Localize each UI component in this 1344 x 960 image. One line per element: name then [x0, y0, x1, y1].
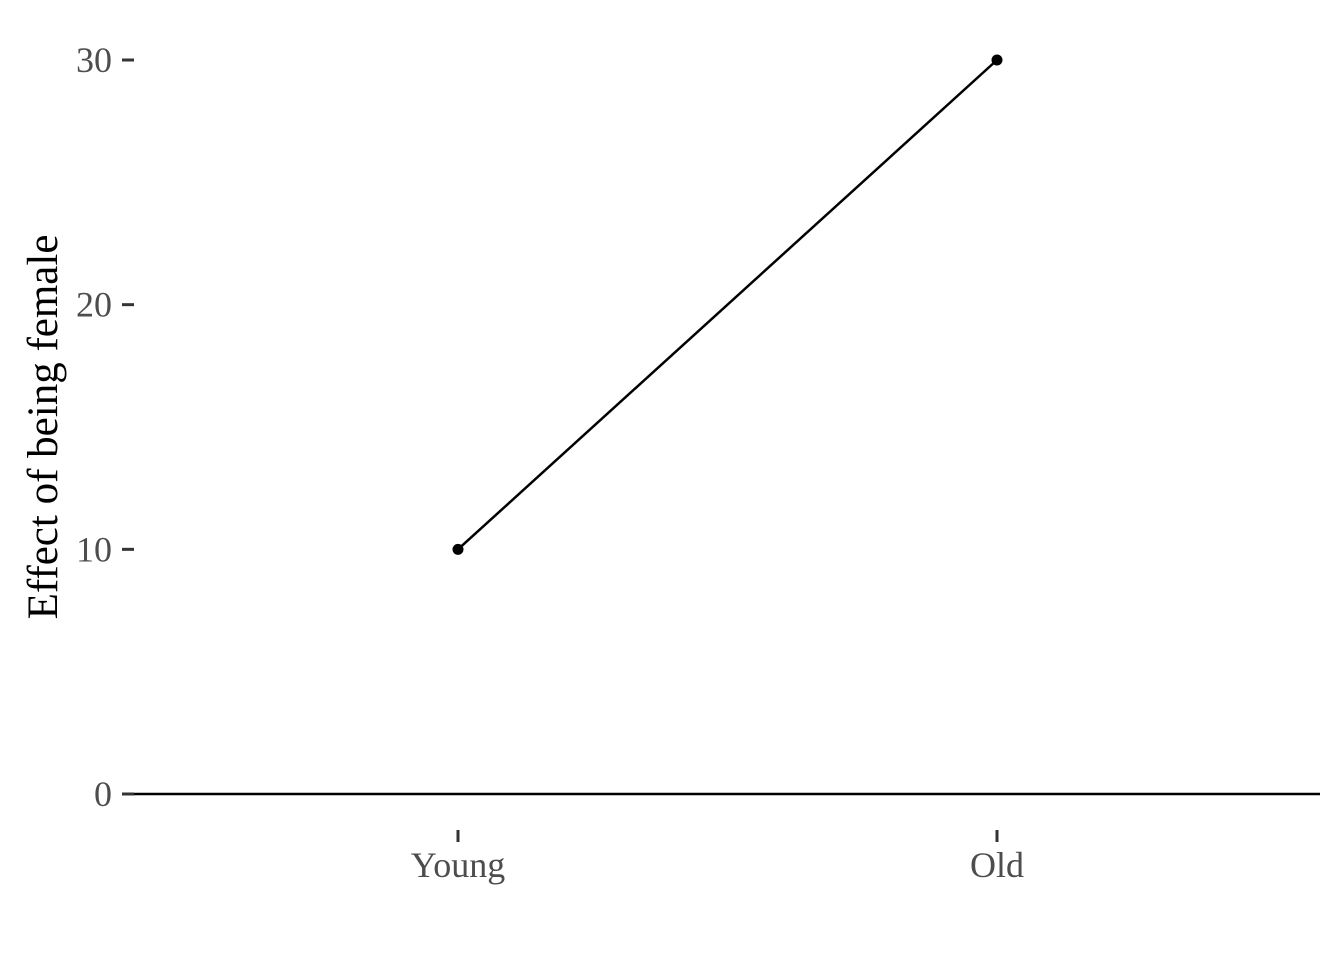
- y-tick-label: 0: [94, 774, 112, 814]
- x-tick-label: Old: [970, 845, 1024, 885]
- series-line: [457, 59, 998, 551]
- x-axis-ticks: Young Old: [411, 830, 1024, 885]
- y-tick-label: 10: [76, 529, 112, 569]
- data-point: [991, 54, 1003, 66]
- y-tick-label: 30: [76, 40, 112, 80]
- x-tick-label: Young: [411, 845, 505, 885]
- y-axis-ticks: 0 10 20 30: [76, 40, 134, 814]
- series-layer: [452, 54, 1003, 555]
- data-point: [452, 543, 464, 555]
- y-axis-title: Effect of being female: [20, 235, 67, 620]
- y-tick-label: 20: [76, 285, 112, 325]
